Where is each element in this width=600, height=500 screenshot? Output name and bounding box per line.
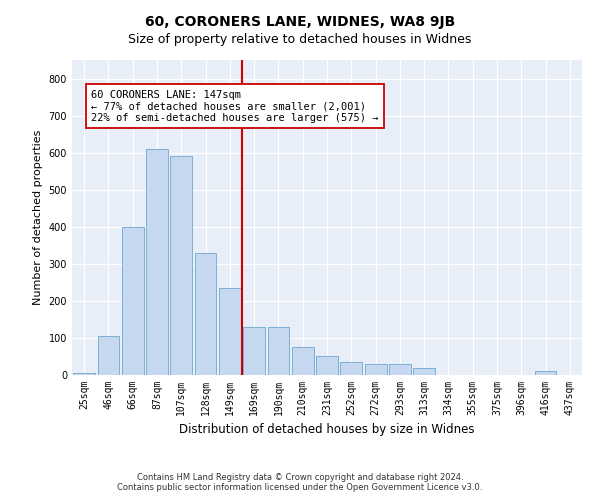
- Bar: [535, 372, 556, 375]
- Bar: [268, 327, 289, 375]
- Bar: [365, 364, 386, 375]
- Bar: [340, 362, 362, 375]
- X-axis label: Distribution of detached houses by size in Widnes: Distribution of detached houses by size …: [179, 424, 475, 436]
- Bar: [219, 288, 241, 375]
- Text: 60 CORONERS LANE: 147sqm
← 77% of detached houses are smaller (2,001)
22% of sem: 60 CORONERS LANE: 147sqm ← 77% of detach…: [91, 90, 379, 123]
- Bar: [389, 364, 411, 375]
- Bar: [316, 356, 338, 375]
- Bar: [73, 373, 95, 375]
- Text: Contains HM Land Registry data © Crown copyright and database right 2024.
Contai: Contains HM Land Registry data © Crown c…: [118, 473, 482, 492]
- Bar: [243, 327, 265, 375]
- Bar: [146, 149, 168, 375]
- Bar: [170, 156, 192, 375]
- Bar: [97, 336, 119, 375]
- Bar: [194, 252, 217, 375]
- Bar: [292, 347, 314, 375]
- Bar: [413, 368, 435, 375]
- Bar: [122, 227, 143, 375]
- Text: Size of property relative to detached houses in Widnes: Size of property relative to detached ho…: [128, 32, 472, 46]
- Y-axis label: Number of detached properties: Number of detached properties: [33, 130, 43, 305]
- Text: 60, CORONERS LANE, WIDNES, WA8 9JB: 60, CORONERS LANE, WIDNES, WA8 9JB: [145, 15, 455, 29]
